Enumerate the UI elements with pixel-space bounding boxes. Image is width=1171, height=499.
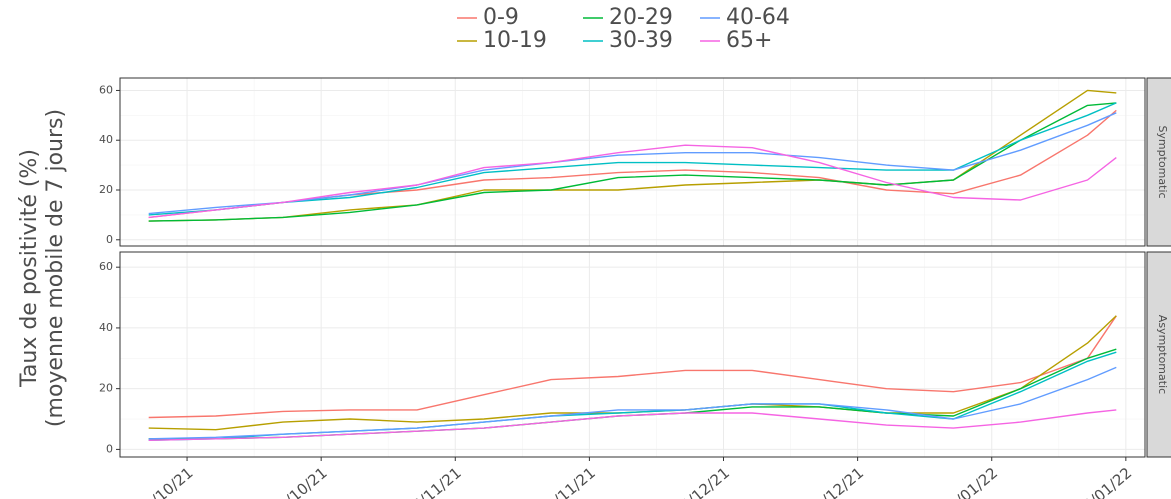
- series-line: [148, 409, 1117, 441]
- strip: [1146, 77, 1171, 247]
- y-axis-title: (moyenne mobile de 7 jours): [43, 109, 68, 427]
- x-tick-label: 04/12/21: [670, 464, 733, 499]
- y-tick-label: 0: [106, 233, 113, 246]
- x-tick-label: 15/01/22: [1072, 464, 1135, 499]
- legend-label: 10-19: [483, 28, 547, 53]
- y-tick-label: 20: [99, 382, 113, 395]
- panel-border: [119, 251, 1146, 458]
- panel-border: [119, 77, 1146, 247]
- y-tick-label: 20: [99, 183, 113, 196]
- x-tick-label: 09/10/21: [133, 464, 196, 499]
- y-tick-label: 0: [106, 442, 113, 455]
- x-tick-label: 23/10/21: [267, 464, 330, 499]
- series-line: [148, 112, 1117, 215]
- legend-label: 20-29: [609, 5, 673, 30]
- x-tick-label: 06/11/21: [402, 464, 465, 499]
- x-tick-label: 20/11/21: [536, 464, 599, 499]
- series-line: [148, 366, 1117, 440]
- panel-background: [120, 252, 1145, 457]
- strip-clip: Asymptomatic: [1156, 315, 1169, 394]
- legend-label: 0-9: [483, 5, 519, 30]
- x-tick-label: 18/12/21: [804, 464, 867, 499]
- legend-label: 40-64: [726, 5, 790, 30]
- legend-label: 65+: [726, 28, 772, 53]
- legend-label: 30-39: [609, 28, 673, 53]
- series-line: [148, 315, 1117, 419]
- series-line: [148, 144, 1117, 219]
- x-tick-label: 01/01/22: [938, 464, 1001, 499]
- strip-label: Symptomatic: [1156, 125, 1169, 198]
- y-tick-label: 60: [99, 260, 113, 273]
- strip-clip: Symptomatic: [1156, 125, 1169, 198]
- y-tick-label: 40: [99, 133, 113, 146]
- y-axis-title: Taux de positivité (%): [17, 149, 42, 388]
- strip-label: Asymptomatic: [1156, 315, 1169, 394]
- series-line: [148, 89, 1117, 222]
- strip: [1146, 251, 1171, 458]
- y-tick-label: 40: [99, 321, 113, 334]
- y-tick-label: 60: [99, 83, 113, 96]
- series-line: [148, 102, 1117, 216]
